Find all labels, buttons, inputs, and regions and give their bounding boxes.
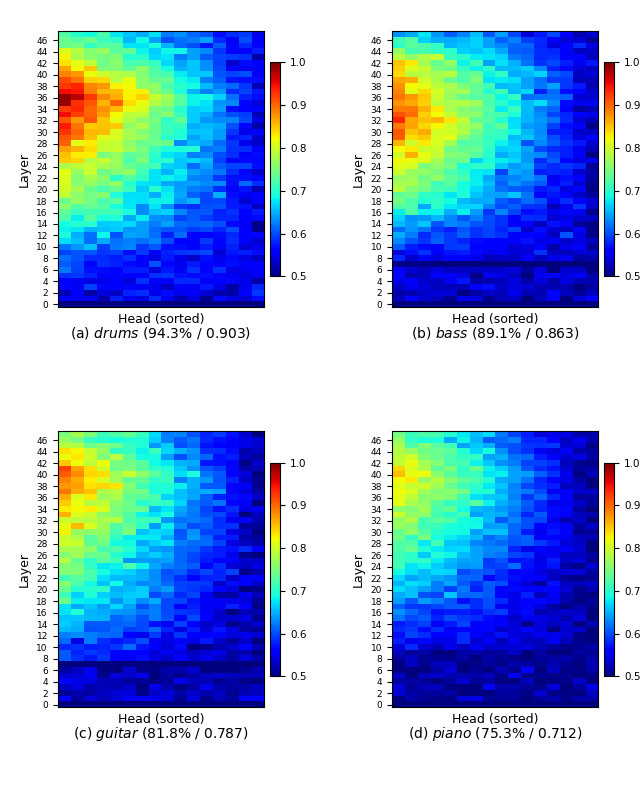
X-axis label: Head (sorted): Head (sorted) [118,313,204,326]
Title: (b) $\mathit{bass}$ (89.1% / 0.863): (b) $\mathit{bass}$ (89.1% / 0.863) [410,325,579,341]
X-axis label: Head (sorted): Head (sorted) [452,313,538,326]
Title: (c) $\mathit{guitar}$ (81.8% / 0.787): (c) $\mathit{guitar}$ (81.8% / 0.787) [73,725,249,743]
Title: (d) $\mathit{piano}$ (75.3% / 0.712): (d) $\mathit{piano}$ (75.3% / 0.712) [408,725,582,743]
Y-axis label: Layer: Layer [18,552,31,587]
Title: (a) $\mathit{drums}$ (94.3% / 0.903): (a) $\mathit{drums}$ (94.3% / 0.903) [70,325,252,341]
Y-axis label: Layer: Layer [352,552,365,587]
Y-axis label: Layer: Layer [352,152,365,187]
X-axis label: Head (sorted): Head (sorted) [118,713,204,726]
X-axis label: Head (sorted): Head (sorted) [452,713,538,726]
Y-axis label: Layer: Layer [18,152,31,187]
